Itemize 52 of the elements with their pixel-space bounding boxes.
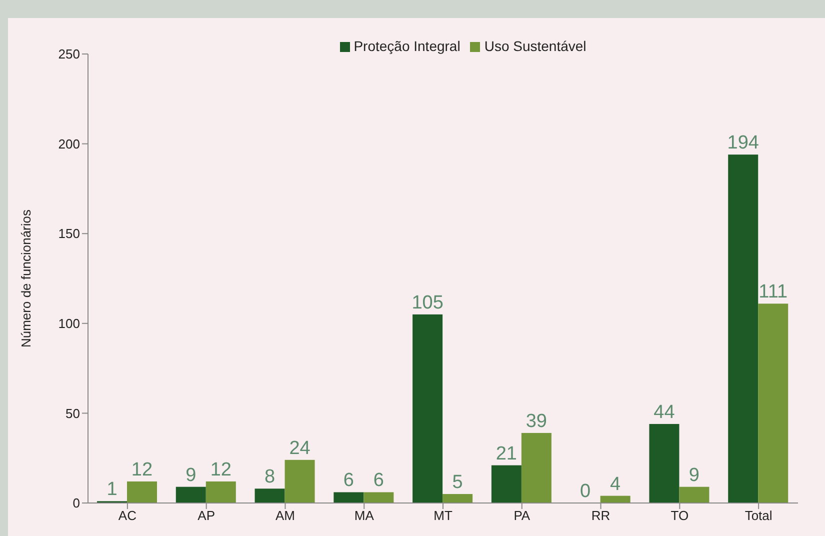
y-tick-label: 0 — [72, 496, 80, 511]
data-label: 9 — [688, 464, 700, 486]
legend-label: Proteção Integral — [354, 38, 460, 54]
data-label: 24 — [289, 438, 311, 459]
legend-label: Uso Sustentável — [484, 38, 586, 54]
y-tick-label: 200 — [58, 136, 80, 152]
x-tick-label: TO — [670, 508, 689, 524]
bar — [127, 481, 157, 503]
data-label: 21 — [496, 443, 518, 464]
x-tick-label: AP — [198, 508, 216, 524]
bar — [758, 304, 788, 503]
data-label: 5 — [452, 472, 463, 494]
bar — [284, 460, 315, 503]
bar — [412, 314, 443, 503]
data-label: 1 — [106, 479, 118, 500]
x-tick-label: AM — [275, 508, 295, 524]
bar — [254, 488, 285, 503]
bar — [176, 486, 206, 503]
data-label: 194 — [727, 132, 760, 154]
data-label: 111 — [758, 282, 788, 303]
bar — [334, 492, 364, 503]
bar — [521, 432, 552, 503]
data-label: 9 — [186, 464, 196, 486]
data-label: 105 — [412, 292, 444, 314]
data-label: 39 — [526, 410, 548, 432]
bar — [728, 154, 758, 503]
bar — [649, 424, 680, 503]
bar — [442, 494, 473, 503]
data-label: 12 — [131, 459, 153, 480]
y-tick-label: 50 — [66, 406, 80, 421]
y-axis-title: Número de funcionários — [18, 209, 34, 348]
data-label: 6 — [343, 470, 354, 492]
data-label: 12 — [210, 459, 232, 480]
data-label: 6 — [373, 470, 384, 492]
bar — [491, 465, 522, 503]
y-tick-label: 250 — [58, 46, 80, 62]
data-label: 44 — [654, 402, 676, 423]
bar — [600, 496, 630, 503]
bar — [364, 492, 394, 503]
x-tick-label: MA — [354, 508, 374, 524]
data-label: 4 — [610, 474, 622, 495]
data-label: 8 — [264, 466, 276, 488]
bar — [206, 481, 236, 503]
data-label: 0 — [580, 481, 591, 502]
x-tick-label: AC — [118, 508, 136, 524]
y-tick-label: 100 — [58, 316, 80, 332]
x-tick-label: PA — [514, 508, 530, 524]
bar — [679, 486, 710, 503]
x-tick-label: MT — [434, 508, 452, 524]
y-tick-label: 150 — [58, 226, 80, 242]
x-tick-label: RR — [591, 508, 610, 524]
x-tick-label: Total — [744, 508, 772, 524]
